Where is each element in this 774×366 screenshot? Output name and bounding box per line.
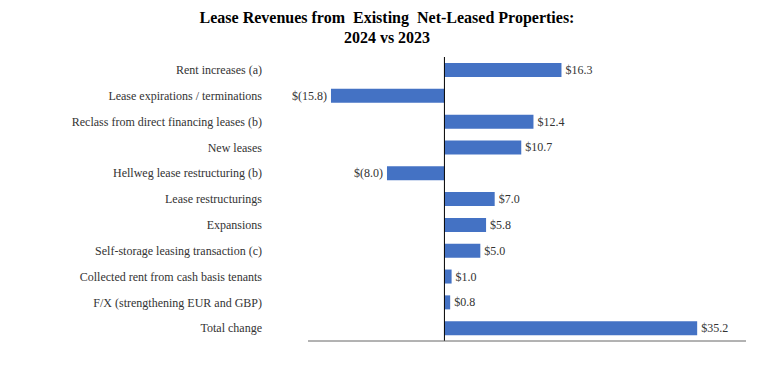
svg-text:Self-storage leasing transacti: Self-storage leasing transaction (c) xyxy=(95,244,262,258)
svg-text:$0.8: $0.8 xyxy=(454,295,475,309)
svg-text:$(8.0): $(8.0) xyxy=(354,166,383,180)
svg-text:Expansions: Expansions xyxy=(207,218,263,232)
svg-text:$35.2: $35.2 xyxy=(701,321,728,335)
svg-text:$12.4: $12.4 xyxy=(537,115,564,129)
html-text:Lease Revenues from Existing N: Lease Revenues from Existing Net-Leased … xyxy=(199,9,575,46)
svg-text:$5.0: $5.0 xyxy=(484,244,505,258)
svg-text:$16.3: $16.3 xyxy=(565,63,592,77)
svg-text:F/X (strengthening EUR and GBP: F/X (strengthening EUR and GBP) xyxy=(93,296,262,310)
svg-text:Rent increases (a): Rent increases (a) xyxy=(176,63,262,77)
svg-text:$1.0: $1.0 xyxy=(456,270,477,284)
svg-text:Collected rent from cash basis: Collected rent from cash basis tenants xyxy=(80,270,263,284)
svg-text:Reclass from direct financing: Reclass from direct financing leases (b) xyxy=(72,115,262,129)
svg-text:$5.8: $5.8 xyxy=(490,218,511,232)
svg-text:Lease restructurings: Lease restructurings xyxy=(165,192,262,206)
svg-text:Lease expirations / terminatio: Lease expirations / terminations xyxy=(108,89,262,103)
svg-text:Hellweg lease restructuring (b: Hellweg lease restructuring (b) xyxy=(113,166,262,180)
svg-text:New leases: New leases xyxy=(208,141,263,155)
svg-text:$7.0: $7.0 xyxy=(499,192,520,206)
svg-text:$10.7: $10.7 xyxy=(525,140,552,154)
svg-text:Total change: Total change xyxy=(201,321,262,335)
svg-text:$(15.8): $(15.8) xyxy=(292,89,327,103)
